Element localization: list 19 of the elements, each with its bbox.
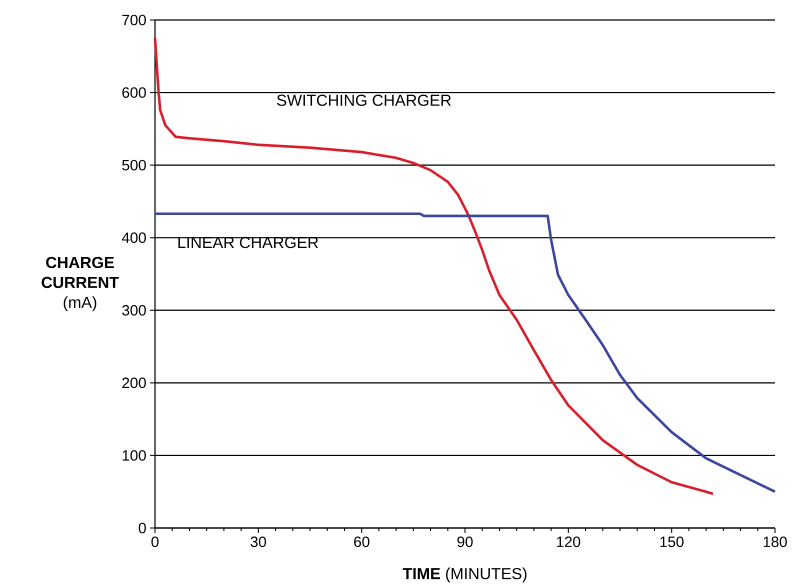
text: SWITCHING CHARGER [277,94,451,106]
y-tick-label: 200 [122,378,146,388]
y-tick-label: 600 [122,87,146,98]
y-tick-label: 100 [122,450,146,461]
y-tick-label: 0 [138,522,146,534]
y-tick-label: 500 [122,160,146,171]
x-tick-label: 90 [457,536,473,548]
x-tick-label: 30 [250,536,266,548]
x-tick-label: 180 [764,536,787,548]
line-series [154,37,714,496]
y-tick-label: 300 [122,305,146,316]
y-axis-title: CHARGE CURRENT (mA) [42,257,119,312]
y-tick-label: 400 [122,232,146,244]
x-tick-label: 0 [151,536,159,548]
y-tick-label: 700 [122,14,146,26]
x-tick-label: 120 [557,536,580,548]
x-axis-title: TIME (MINUTES) [402,568,526,583]
x-tick-label: 60 [354,536,370,548]
x-tick-label: 150 [660,536,684,548]
